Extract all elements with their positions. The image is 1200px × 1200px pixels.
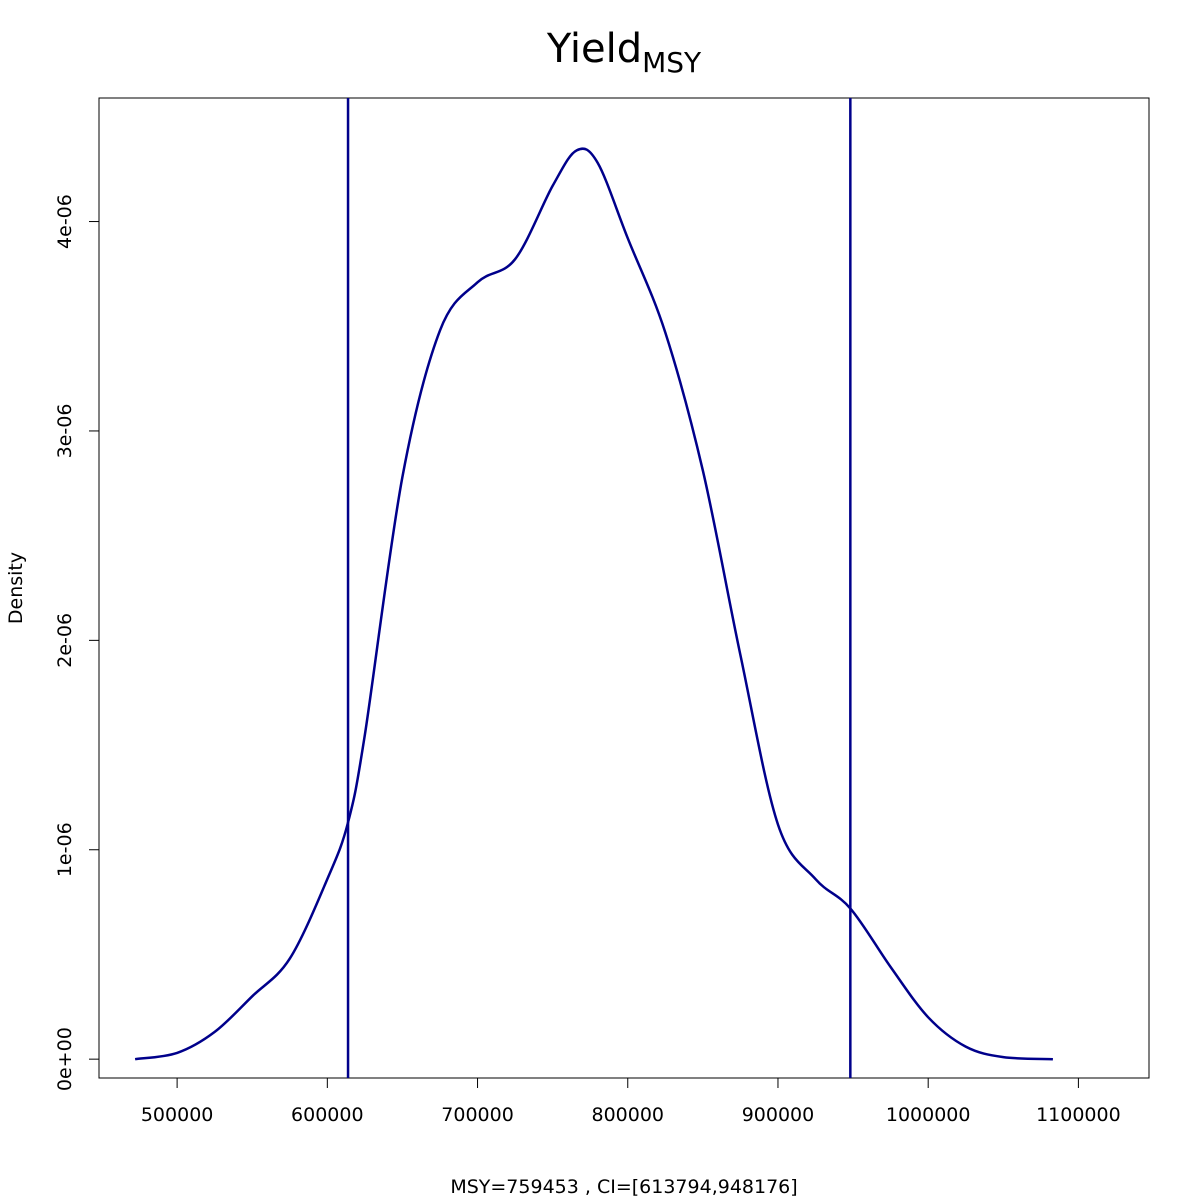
x-axis: 500000 600000 700000 800000 900000 1000000 110… (141, 1077, 1121, 1126)
y-tick-label: 3e-06 (54, 404, 76, 459)
x-axis-label: MSY=759453 , CI=[613794,948176] (450, 1176, 797, 1198)
x-tick-label: 600000 (291, 1104, 364, 1126)
chart-title-main: Yield (546, 26, 642, 72)
density-curve (134, 147, 1053, 1061)
y-axis-label: Density (5, 552, 27, 624)
x-tick-label: 1000000 (886, 1104, 971, 1126)
x-tick-label: 1100000 (1036, 1104, 1121, 1126)
ci-lines (346, 98, 852, 1078)
y-tick-label: 0e+00 (54, 1027, 76, 1091)
x-tick-label: 800000 (591, 1104, 664, 1126)
y-tick-label: 1e-06 (54, 822, 76, 877)
chart-title-subscript: MSY (642, 46, 702, 79)
chart-title: YieldMSY (546, 26, 702, 79)
y-tick-label: 2e-06 (54, 613, 76, 668)
y-axis: 0e+00 1e-06 2e-06 3e-06 4e-06 (54, 194, 100, 1091)
y-tick-label: 4e-06 (54, 194, 76, 249)
x-tick-label: 500000 (141, 1104, 214, 1126)
x-tick-label: 900000 (742, 1104, 815, 1126)
plot-frame (98, 97, 1150, 1079)
x-tick-label: 700000 (441, 1104, 514, 1126)
